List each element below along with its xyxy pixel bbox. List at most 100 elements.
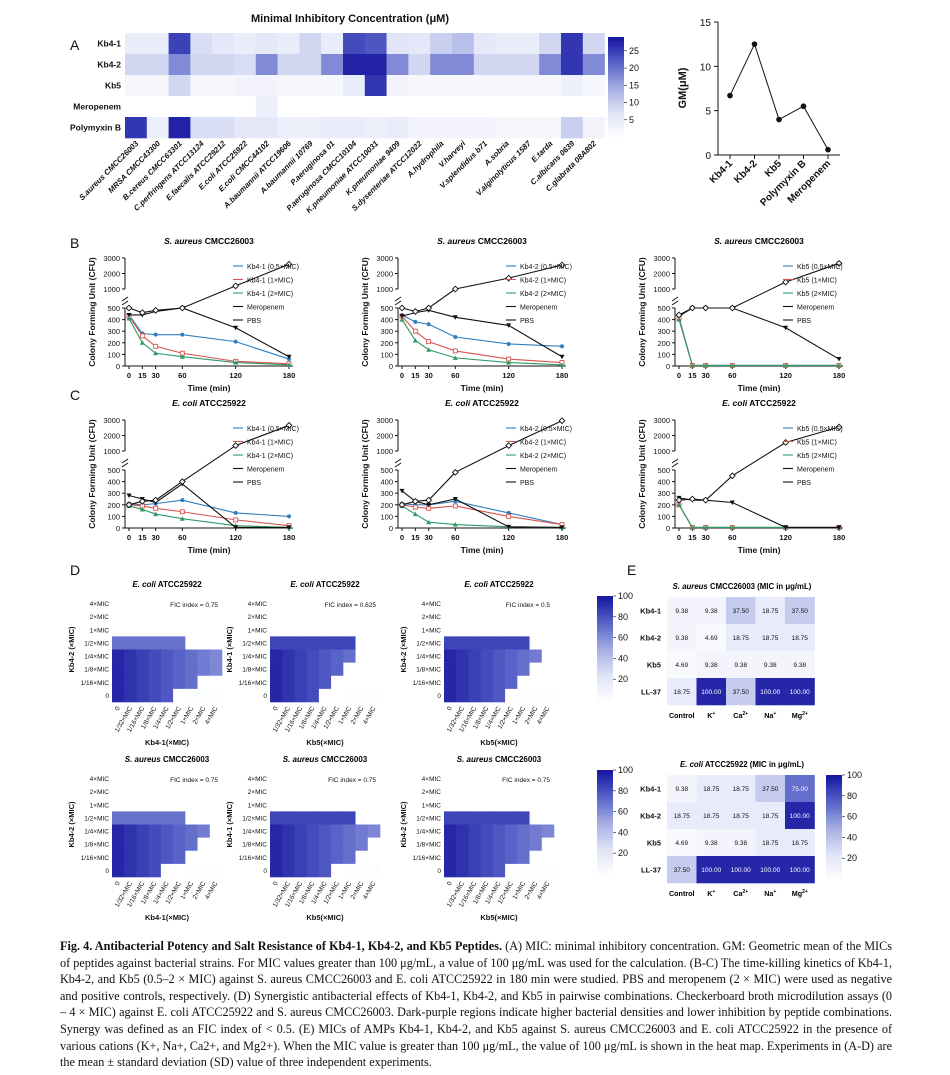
salt-cell-value: 18.75 xyxy=(762,635,779,642)
checkerboard-cell xyxy=(294,636,307,650)
mic-heatmap-cell xyxy=(234,117,257,139)
checkerboard-y-label: Kb4-1 (×MIC) xyxy=(225,801,234,848)
colorbar-tick-label: 10 xyxy=(629,98,639,108)
kill-point xyxy=(689,362,695,368)
checkerboard-cell xyxy=(444,811,457,825)
kill-y-tick-label: 1000 xyxy=(103,285,120,294)
colorbar-step xyxy=(826,793,842,797)
colorbar-step xyxy=(597,671,613,675)
checkerboard-y-tick: 1/4×MIC xyxy=(242,829,267,836)
checkerboard-cell xyxy=(444,597,457,611)
mic-heatmap-cell xyxy=(190,75,213,97)
checkerboard-cell xyxy=(209,863,223,878)
checkerboard-cell xyxy=(197,623,211,637)
salt-cell-value: 37.50 xyxy=(762,786,779,793)
checkerboard-cell xyxy=(343,688,356,703)
checkerboard-cell xyxy=(318,662,332,677)
checkerboard-cell xyxy=(148,610,162,624)
checkerboard-cell xyxy=(160,610,174,624)
salt-cell xyxy=(667,597,697,625)
checkerboard-cell xyxy=(306,636,320,650)
checkerboard-cell xyxy=(331,798,344,812)
checkerboard-cell xyxy=(480,597,494,611)
salt-cell-value: 18.75 xyxy=(674,689,691,696)
checkerboard-cell xyxy=(136,863,149,878)
checkerboard-cell xyxy=(160,772,174,786)
checkerboard-cell xyxy=(124,811,137,825)
salt-row-label: LL-37 xyxy=(641,688,661,697)
checkerboard-cell xyxy=(480,636,494,650)
kill-point xyxy=(125,304,133,312)
checkerboard-cell xyxy=(468,837,481,852)
kill-x-label: Time (min) xyxy=(188,383,231,393)
kill-y-tick-label: 100 xyxy=(657,512,670,521)
kill-point xyxy=(412,337,418,343)
kill-point xyxy=(412,328,418,334)
colorbar-tick-label: 40 xyxy=(618,653,628,663)
colorbar-step xyxy=(597,832,613,836)
colorbar-step xyxy=(826,816,842,820)
checkerboard-cell xyxy=(185,811,198,825)
checkerboard-cell xyxy=(480,688,494,703)
checkerboard-cell xyxy=(468,649,481,663)
colorbar-step xyxy=(826,808,842,812)
checkerboard-cell xyxy=(185,824,198,838)
checkerboard-cell xyxy=(367,636,381,650)
checkerboard-cell xyxy=(148,623,162,637)
checkerboard-cell xyxy=(148,662,162,677)
mic-heatmap-cell xyxy=(386,75,409,97)
kill-point xyxy=(285,421,293,429)
mic-heatmap-cell xyxy=(277,117,300,139)
colorbar-step xyxy=(597,811,613,815)
colorbar-step xyxy=(597,606,613,610)
colorbar-step xyxy=(826,845,842,849)
gm-y-label: GM(μM) xyxy=(677,67,689,108)
checkerboard-cell xyxy=(331,863,344,878)
kill-series-line xyxy=(401,500,563,526)
mic-heatmap-cell xyxy=(473,117,496,139)
checkerboard-cell xyxy=(541,636,555,650)
kill-x-tick-label: 60 xyxy=(178,533,186,542)
checkerboard-cell xyxy=(517,837,530,852)
checkerboard: E. coli ATCC25922 FIC index = 0.625 4×MIC 2… xyxy=(225,580,381,747)
kill-point xyxy=(836,362,842,368)
checkerboard-cell xyxy=(331,688,344,703)
mic-heatmap-cell xyxy=(473,75,496,97)
legend-label: Kb5 (2×MIC) xyxy=(797,453,837,460)
checkerboard-y-tick: 1/2×MIC xyxy=(416,640,441,647)
checkerboard-cell xyxy=(541,649,555,663)
colorbar-step xyxy=(597,793,613,797)
kill-point xyxy=(835,423,843,431)
checkerboard-cell xyxy=(294,785,307,799)
checkerboard-cell xyxy=(343,636,356,650)
checkerboard-cell xyxy=(185,649,198,663)
checkerboard-title: S. aureus CMCC26003 xyxy=(125,755,210,764)
colorbar-step xyxy=(826,853,842,857)
salt-cell xyxy=(667,829,697,857)
checkerboard-cell xyxy=(160,649,174,663)
colorbar-step xyxy=(597,853,613,857)
checkerboard-title: S. aureus CMCC26003 xyxy=(457,755,542,764)
kill-y-tick-label: 100 xyxy=(380,512,393,521)
colorbar-step xyxy=(826,873,842,877)
kill-y-tick-label: 100 xyxy=(380,350,393,359)
fic-index: FIC index = 0.625 xyxy=(325,602,377,609)
kill-point xyxy=(675,311,683,319)
checkerboard-cell xyxy=(160,798,174,812)
salt-cell xyxy=(755,802,786,830)
kill-x-tick-label: 30 xyxy=(151,371,159,380)
checkerboard-cell xyxy=(444,785,457,799)
mic-heatmap-cell xyxy=(190,33,213,55)
kill-point xyxy=(426,502,432,508)
checkerboard-cell xyxy=(343,798,356,812)
checkerboard-cell xyxy=(270,837,283,852)
colorbar-step xyxy=(826,798,842,802)
kill-y-tick-label: 500 xyxy=(657,304,670,313)
salt-cell-value: 100.00 xyxy=(731,867,751,874)
checkerboard-cell xyxy=(492,850,506,865)
colorbar-step xyxy=(597,785,613,789)
fic-index: FIC index = 0.5 xyxy=(506,602,551,609)
kill-y-tick-label: 200 xyxy=(380,339,393,348)
checkerboard-y-tick: 1/8×MIC xyxy=(416,842,441,849)
kill-point xyxy=(452,348,458,354)
